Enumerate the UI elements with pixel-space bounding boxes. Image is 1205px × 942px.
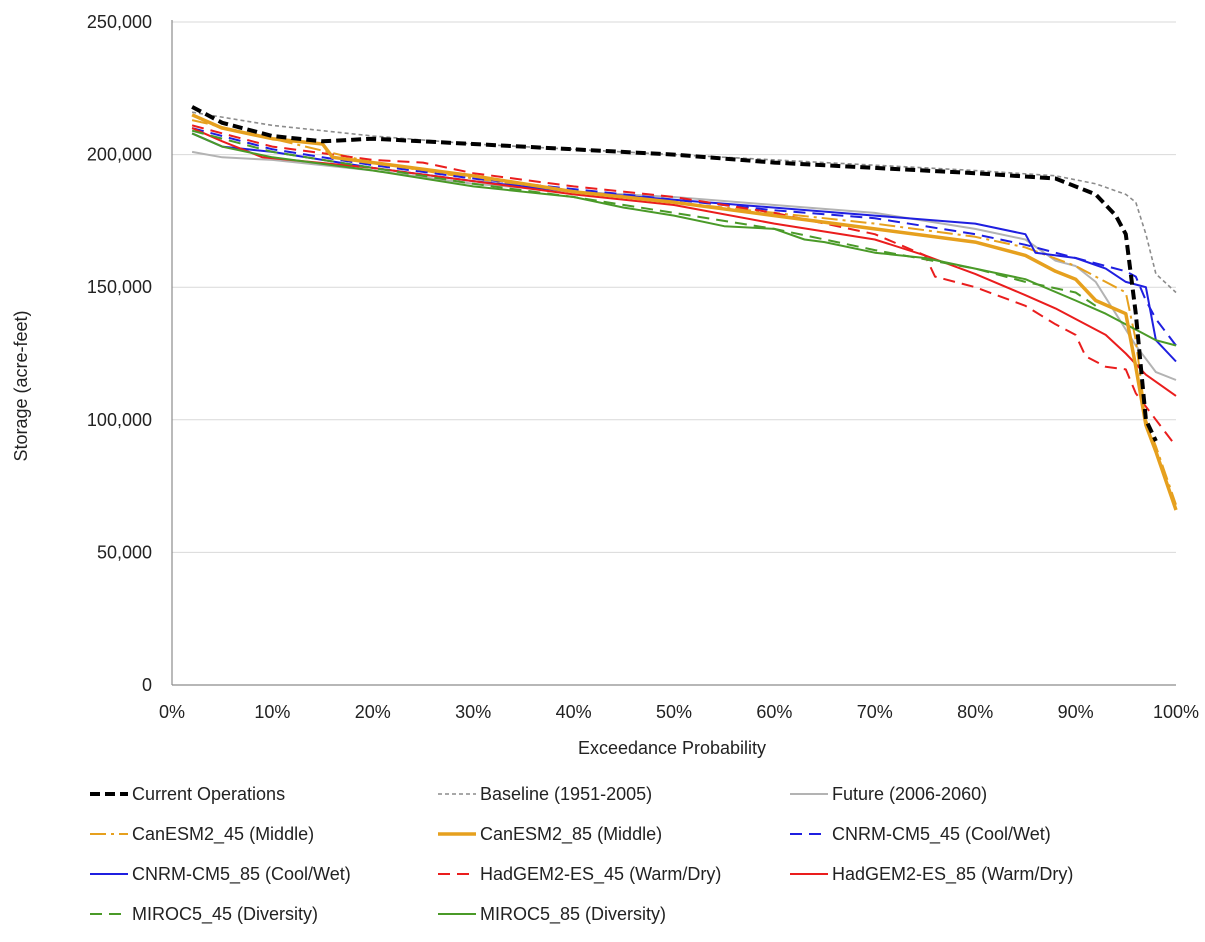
series-line-8 <box>191 127 1177 397</box>
legend-label: Baseline (1951-2005) <box>480 783 653 804</box>
y-tick-label: 200,000 <box>87 145 152 165</box>
y-tick-label: 50,000 <box>97 542 152 562</box>
y-tick-label: 250,000 <box>87 12 152 32</box>
legend-row: CanESM2_45 (Middle) CanESM2_85 (Middle) … <box>88 822 1198 862</box>
x-tick-label: 50% <box>656 702 692 722</box>
legend-item: CNRM-CM5_85 (Cool/Wet) <box>88 862 351 886</box>
legend-swatch-1 <box>438 793 476 795</box>
x-tick-label: 30% <box>455 702 491 722</box>
legend-label: MIROC5_85 (Diversity) <box>480 903 667 924</box>
legend-swatch-8 <box>790 873 828 875</box>
legend-item: CanESM2_45 (Middle) <box>88 822 314 846</box>
series-line-10 <box>191 132 1177 347</box>
legend-item: MIROC5_85 (Diversity) <box>436 902 666 926</box>
series-line-1 <box>191 111 1177 294</box>
y-tick-label: 150,000 <box>87 277 152 297</box>
legend-swatch-6 <box>90 873 128 875</box>
legend-swatch-3 <box>90 833 128 835</box>
series-lines <box>191 105 1178 511</box>
series-line-4 <box>191 113 1178 511</box>
series-line-7 <box>191 124 1177 447</box>
legend-swatch-0 <box>90 792 128 796</box>
x-tick-label: 10% <box>254 702 290 722</box>
legend-label: CNRM-CM5_45 (Cool/Wet) <box>832 823 1051 844</box>
legend-row: MIROC5_45 (Diversity) MIROC5_85 (Diversi… <box>88 902 1198 942</box>
x-tick-label: 80% <box>957 702 993 722</box>
gridlines <box>172 21 1176 553</box>
x-tick-label: 70% <box>857 702 893 722</box>
legend: Current Operations Baseline (1951-2005) … <box>88 782 1198 942</box>
x-axis-label: Exceedance Probability <box>578 738 766 758</box>
legend-item: HadGEM2-ES_45 (Warm/Dry) <box>436 862 721 886</box>
legend-item: Current Operations <box>88 782 285 806</box>
legend-swatch-5 <box>790 833 828 835</box>
series-line-5 <box>191 127 1177 347</box>
legend-label: CanESM2_45 (Middle) <box>132 823 315 844</box>
y-axis-label: Storage (acre-feet) <box>11 310 31 461</box>
legend-item: CanESM2_85 (Middle) <box>436 822 662 846</box>
exceedance-chart: 0 50,000 100,000 150,000 200,000 250,000 0% 10%… <box>11 12 1199 758</box>
legend-item: HadGEM2-ES_85 (Warm/Dry) <box>788 862 1073 886</box>
tick-labels: 0 50,000 100,000 150,000 200,000 250,000 0% 10%… <box>87 12 1199 722</box>
x-tick-label: 20% <box>355 702 391 722</box>
legend-row: CNRM-CM5_85 (Cool/Wet) HadGEM2-ES_45 (Wa… <box>88 862 1198 902</box>
series-line-0 <box>191 105 1158 442</box>
x-tick-label: 60% <box>756 702 792 722</box>
legend-swatch-4 <box>438 832 476 836</box>
x-tick-label: 100% <box>1153 702 1199 722</box>
legend-label: CanESM2_85 (Middle) <box>480 823 663 844</box>
y-tick-label: 0 <box>142 675 152 695</box>
legend-label: Future (2006-2060) <box>832 783 988 804</box>
legend-swatch-2 <box>790 793 828 795</box>
legend-label: CNRM-CM5_85 (Cool/Wet) <box>132 863 351 884</box>
x-tick-label: 90% <box>1058 702 1094 722</box>
series-line-6 <box>191 132 1177 363</box>
legend-item: Future (2006-2060) <box>788 782 987 806</box>
x-tick-label: 40% <box>556 702 592 722</box>
axes <box>171 20 1176 686</box>
legend-label: HadGEM2-ES_45 (Warm/Dry) <box>480 863 722 884</box>
legend-item: Baseline (1951-2005) <box>436 782 652 806</box>
legend-item: CNRM-CM5_45 (Cool/Wet) <box>788 822 1051 846</box>
y-tick-label: 100,000 <box>87 410 152 430</box>
legend-label: MIROC5_45 (Diversity) <box>132 903 319 924</box>
series-line-9 <box>191 129 1097 307</box>
legend-swatch-9 <box>90 913 128 915</box>
legend-swatch-10 <box>438 913 476 915</box>
series-line-2 <box>191 150 1177 381</box>
legend-row: Current Operations Baseline (1951-2005) … <box>88 782 1198 822</box>
legend-item: MIROC5_45 (Diversity) <box>88 902 318 926</box>
legend-swatch-7 <box>438 873 476 875</box>
legend-label: Current Operations <box>132 783 286 804</box>
legend-label: HadGEM2-ES_85 (Warm/Dry) <box>832 863 1074 884</box>
x-tick-label: 0% <box>159 702 185 722</box>
